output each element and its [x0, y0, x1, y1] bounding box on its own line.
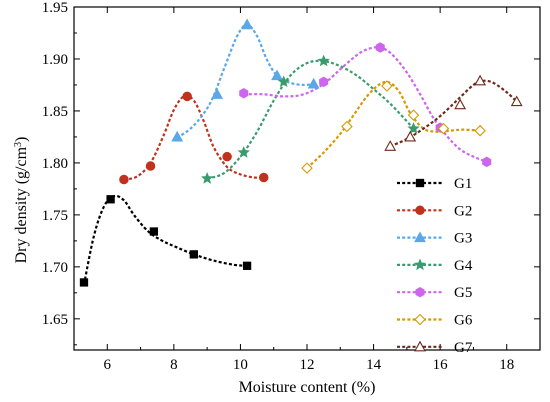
y-axis-title-close: )	[13, 137, 30, 142]
data-point-g6	[474, 124, 486, 137]
legend-marker-g4	[413, 258, 427, 271]
legend-marker-g6	[414, 313, 426, 326]
data-point-g2	[222, 151, 232, 162]
data-point-g3	[211, 88, 224, 99]
legend-marker-g1	[415, 178, 425, 188]
legend-label-g7: G7	[454, 340, 473, 356]
data-point-g5	[319, 76, 329, 88]
series-line-g6	[306, 80, 481, 169]
legend-marker-g7	[414, 340, 426, 352]
legend-label-g1: G1	[454, 176, 472, 192]
legend: G1 G2 G3 G4 G5 G6 G7	[397, 176, 473, 356]
y-tick-label: 1.70	[42, 260, 68, 276]
x-tick-label: 10	[233, 357, 248, 373]
data-point-g1	[106, 195, 115, 204]
x-tick-label: 6	[104, 357, 112, 373]
data-point-g7	[474, 74, 487, 86]
y-axis-title-text: Dry density (g/cm	[13, 146, 30, 263]
legend-label-g3: G3	[454, 231, 472, 247]
data-point-g4	[237, 146, 250, 158]
y-axis-title: Dry density (g/cm3)	[13, 137, 31, 264]
series-line-g4	[206, 59, 415, 180]
data-point-g6	[381, 80, 393, 92]
data-point-g4	[277, 75, 290, 88]
series-line-g7	[389, 79, 518, 148]
y-tick-label: 1.95	[42, 0, 68, 16]
data-point-g2	[119, 174, 129, 185]
legend-marker-g5	[415, 286, 425, 298]
y-tick-label: 1.80	[42, 156, 68, 172]
data-point-g7	[404, 130, 417, 142]
x-axis-title: Moisture content (%)	[239, 379, 376, 396]
legend-label-g6: G6	[454, 313, 473, 329]
legend-label-g4: G4	[454, 258, 473, 274]
data-point-g6	[341, 120, 353, 133]
data-point-g7	[384, 140, 397, 151]
y-tick-label: 1.85	[42, 104, 68, 120]
data-point-g2	[182, 91, 192, 102]
data-point-g5	[482, 156, 492, 168]
data-point-g3	[241, 18, 254, 30]
data-point-g1	[149, 227, 159, 236]
data-point-g1	[79, 278, 89, 287]
y-tick-label: 1.65	[42, 312, 68, 328]
data-point-g7	[510, 95, 523, 107]
data-point-g2	[258, 172, 269, 183]
data-point-g5	[375, 42, 385, 53]
legend-marker-g3	[414, 231, 426, 243]
x-tick-label: 14	[366, 357, 382, 373]
legend-marker-g2	[415, 205, 425, 216]
data-point-g3	[271, 69, 283, 81]
x-tick-label: 18	[499, 357, 514, 373]
fit-curves	[82, 23, 518, 285]
series-line-g5	[243, 46, 488, 163]
data-point-g1	[189, 250, 198, 259]
legend-label-g2: G2	[454, 203, 472, 219]
data-point-g4	[201, 172, 214, 184]
legend-label-g5: G5	[454, 285, 472, 301]
axes: 6 8 10 12 14 16 18 1.65 1.70 1.75 1.80 1.85 1.90 1.95	[42, 0, 541, 373]
data-point-g4	[317, 54, 330, 67]
data-point-g3	[307, 77, 320, 89]
data-point-g2	[145, 161, 156, 171]
y-tick-label: 1.90	[42, 52, 68, 68]
data-point-g4	[407, 122, 420, 134]
data-point-g7	[454, 98, 467, 110]
series-line-g1	[82, 194, 248, 285]
data-point-g1	[242, 261, 252, 270]
data-point-g6	[437, 122, 450, 135]
data-markers	[79, 18, 523, 287]
series-line-g3	[176, 23, 314, 139]
data-point-g6	[407, 109, 420, 121]
x-tick-label: 16	[433, 357, 449, 373]
x-tick-label: 8	[170, 357, 178, 373]
x-tick-label: 12	[300, 357, 315, 373]
y-tick-label: 1.75	[42, 208, 68, 224]
data-point-g6	[301, 162, 313, 174]
data-point-g5	[239, 88, 249, 99]
y-axis-title-sup: 3	[13, 142, 24, 147]
data-point-g3	[171, 130, 184, 142]
series-line-g2	[123, 94, 264, 181]
